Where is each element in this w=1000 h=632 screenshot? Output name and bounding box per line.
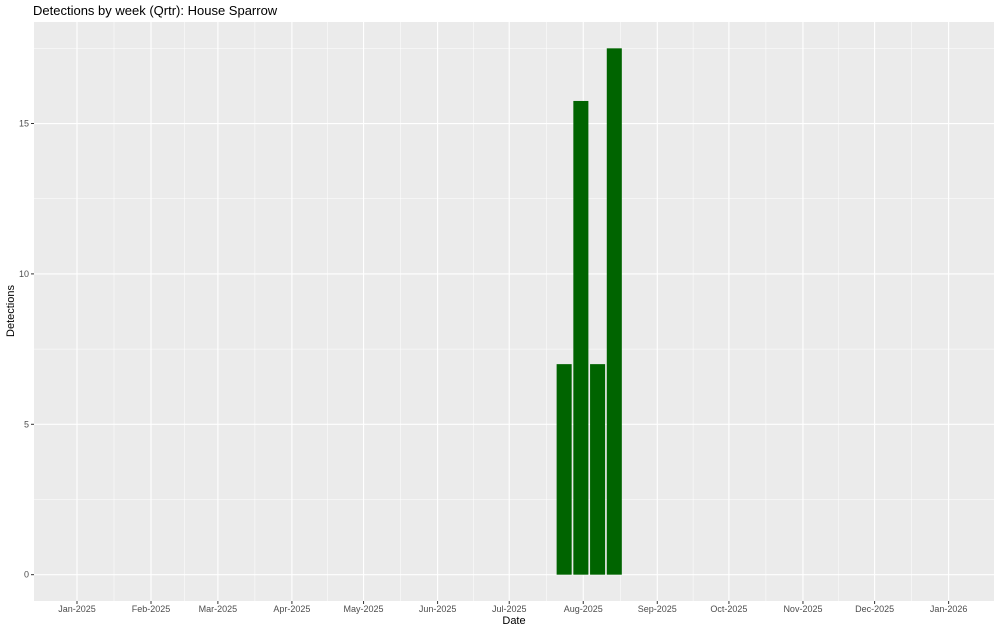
bar (606, 48, 622, 575)
bar (556, 364, 572, 575)
plot-panel (34, 22, 994, 601)
x-tick-label: Sep-2025 (638, 604, 677, 614)
x-tick-label: Jul-2025 (492, 604, 527, 614)
bar (590, 364, 606, 575)
x-tick-label: Jan-2025 (58, 604, 96, 614)
x-axis-title: Date (502, 615, 525, 627)
x-tick-label: Mar-2025 (199, 604, 238, 614)
x-tick-label: Jan-2026 (930, 604, 968, 614)
bar (573, 100, 589, 575)
x-tick-label: Nov-2025 (783, 604, 822, 614)
x-tick-label: Dec-2025 (855, 604, 894, 614)
x-tick-label: Oct-2025 (710, 604, 747, 614)
y-tick-label: 15 (19, 119, 29, 129)
x-tick-label: May-2025 (344, 604, 384, 614)
chart-title: Detections by week (Qrtr): House Sparrow (33, 3, 278, 18)
x-tick-label: Feb-2025 (132, 604, 171, 614)
y-tick-label: 5 (24, 419, 29, 429)
x-tick-label: Jun-2025 (419, 604, 457, 614)
x-tick-label: Apr-2025 (273, 604, 310, 614)
x-tick-label: Aug-2025 (564, 604, 603, 614)
y-tick-label: 0 (24, 570, 29, 580)
y-tick-label: 10 (19, 269, 29, 279)
y-axis-title: Detections (5, 285, 17, 337)
